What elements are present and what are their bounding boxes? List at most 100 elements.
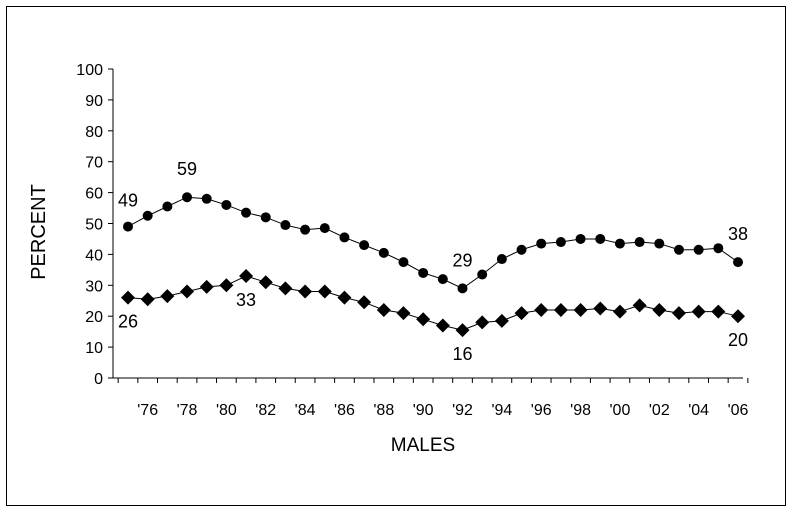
- data-label: 49: [118, 191, 138, 211]
- diamond-marker: [121, 290, 135, 305]
- circle-marker: [142, 210, 153, 221]
- x-tick-label: '04: [688, 402, 709, 419]
- diamond-marker: [317, 284, 332, 299]
- series-lines: [127, 196, 739, 331]
- circle-marker: [713, 243, 724, 254]
- data-label: 29: [453, 250, 473, 270]
- circle-marker: [280, 220, 291, 231]
- circle-marker: [162, 201, 173, 212]
- circle-marker: [595, 233, 606, 244]
- diamond-marker: [632, 298, 647, 313]
- circle-marker: [359, 240, 370, 251]
- diamond-marker: [494, 313, 509, 328]
- y-tick-label: 40: [85, 247, 103, 264]
- circle-marker: [654, 238, 665, 249]
- diamond-marker: [357, 295, 372, 310]
- circle-marker: [673, 244, 684, 255]
- x-tick-label: '92: [452, 402, 473, 419]
- diamond-marker: [219, 278, 234, 293]
- diamond-marker: [652, 303, 667, 318]
- diamond-marker: [435, 318, 450, 333]
- diamond-marker: [396, 306, 411, 321]
- x-tick-label: '02: [649, 402, 670, 419]
- data-label: 16: [453, 344, 473, 364]
- diamond-marker: [376, 303, 391, 318]
- diamond-marker: [258, 275, 273, 290]
- circle-marker: [339, 232, 350, 243]
- y-tick-label: 100: [76, 62, 103, 79]
- circle-marker: [575, 233, 586, 244]
- circle-marker: [418, 267, 429, 278]
- circle-marker: [378, 247, 389, 258]
- circle-marker: [614, 238, 625, 249]
- circle-marker: [496, 254, 507, 265]
- y-tick-label: 80: [85, 124, 103, 141]
- chart-frame: [6, 6, 786, 506]
- circle-marker: [516, 244, 527, 255]
- circle-marker: [201, 193, 212, 204]
- diamond-marker: [671, 306, 686, 321]
- y-axis-label: PERCENT: [28, 184, 50, 280]
- x-tick-label: '00: [610, 402, 631, 419]
- circle-marker: [536, 238, 547, 249]
- x-tick-label: '80: [216, 402, 237, 419]
- diamond-marker: [199, 279, 214, 294]
- x-tick-label: '98: [570, 402, 591, 419]
- x-tick-label: '94: [491, 402, 512, 419]
- y-tick-label: 20: [85, 309, 103, 326]
- diamond-marker: [298, 284, 313, 299]
- circle-marker: [634, 237, 645, 248]
- data-label: 26: [118, 312, 138, 332]
- circle-marker: [693, 244, 704, 255]
- x-tick-label: '84: [295, 402, 316, 419]
- data-label: 38: [728, 224, 748, 244]
- diamond-marker: [711, 304, 726, 319]
- diamond-marker: [553, 303, 568, 318]
- circle-marker: [241, 207, 252, 218]
- circle-marker: [457, 283, 468, 294]
- y-tick-label: 10: [85, 340, 103, 357]
- circle-marker: [300, 224, 311, 235]
- diamond-marker: [593, 301, 608, 316]
- circle-marker: [221, 199, 232, 210]
- x-tick-label: '06: [728, 402, 749, 419]
- circle-marker: [182, 192, 193, 203]
- circle-marker: [260, 212, 271, 223]
- circle-marker: [319, 223, 330, 234]
- diamond-marker: [731, 309, 745, 324]
- x-tick-label: '78: [177, 402, 198, 419]
- data-label: 59: [177, 159, 197, 179]
- diamond-marker: [573, 303, 588, 318]
- circle-marker: [477, 269, 488, 280]
- data-label: 33: [236, 290, 256, 310]
- y-tick-label: 0: [94, 371, 103, 388]
- x-tick-label: '88: [373, 402, 394, 419]
- diamond-marker: [691, 304, 706, 319]
- diamond-marker: [160, 289, 175, 304]
- y-tick-label: 60: [85, 186, 103, 203]
- circle-marker: [733, 257, 743, 268]
- x-tick-label: '82: [255, 402, 276, 419]
- data-label: 20: [728, 330, 748, 350]
- diamond-marker: [140, 292, 155, 307]
- x-tick-label: '96: [531, 402, 552, 419]
- diamond-marker: [278, 281, 293, 296]
- chart-axes: 0 10 20 30 40 50 60 70 80 90 100 '76 '78 '80 '82 '84 '86…: [76, 62, 748, 419]
- series-markers: [121, 192, 745, 338]
- circle-marker: [123, 221, 133, 232]
- y-tick-label: 90: [85, 93, 103, 110]
- circle-marker: [437, 274, 448, 285]
- series-line-1: [127, 196, 739, 289]
- diamond-marker: [455, 323, 470, 338]
- series-line-2: [127, 275, 739, 331]
- y-tick-label: 50: [85, 217, 103, 234]
- circle-marker: [398, 257, 409, 268]
- diamond-marker: [475, 315, 490, 330]
- diamond-marker: [416, 312, 431, 327]
- data-labels: 49 59 29 38 26 33 16 20: [118, 159, 748, 364]
- x-tick-label: '76: [137, 402, 158, 419]
- diamond-marker: [514, 306, 529, 321]
- diamond-marker: [337, 290, 352, 305]
- diamond-marker: [239, 269, 254, 284]
